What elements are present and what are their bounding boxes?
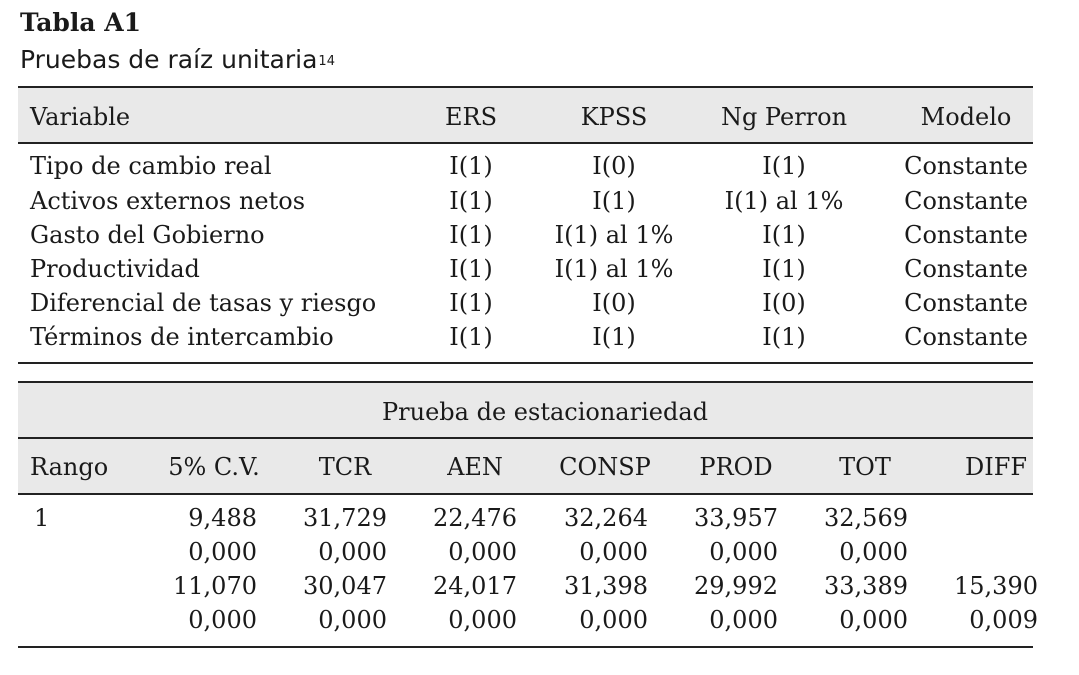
cell-modelo: Constante [904, 187, 1028, 215]
cell-variable: Productividad [30, 255, 200, 283]
cell-5pct-cv: 9,488 [188, 504, 257, 532]
rule-top [18, 86, 1033, 88]
cell-ers: I(1) [449, 289, 493, 317]
cell-prod: 29,992 [694, 572, 778, 600]
cell-kpss: I(1) [592, 187, 636, 215]
table1-header-panel [18, 88, 1033, 142]
cell-consp: 0,000 [579, 538, 648, 566]
table-subtitle: Pruebas de raíz unitaria14 [20, 44, 335, 76]
header-aen: AEN [447, 453, 503, 481]
cell-consp: 0,000 [579, 606, 648, 634]
header-variable: Variable [30, 103, 131, 131]
cell-diff: 15,390 [954, 572, 1038, 600]
header-ng-perron: Ng Perron [720, 103, 848, 131]
cell-5pct-cv: 0,000 [188, 538, 257, 566]
cell-variable: Términos de intercambio [30, 323, 334, 351]
cell-ng-perron: I(1) [762, 255, 806, 283]
cell-ers: I(1) [449, 187, 493, 215]
table-title: Tabla A1 [20, 8, 142, 37]
cell-ng-perron: I(0) [762, 289, 806, 317]
table2-header-panel [18, 439, 1033, 493]
rule-table2-top [18, 381, 1033, 383]
cell-aen: 24,017 [433, 572, 517, 600]
cell-kpss: I(1) [592, 323, 636, 351]
cell-diff: 0,009 [969, 606, 1038, 634]
stationarity-title: Prueba de estacionariedad [382, 398, 708, 426]
cell-variable: Gasto del Gobierno [30, 221, 265, 249]
cell-ng-perron: I(1) [762, 323, 806, 351]
cell-ng-perron: I(1) [762, 152, 806, 180]
cell-variable: Activos externos netos [30, 187, 306, 215]
header-tot: TOT [839, 453, 891, 481]
cell-tcr: 31,729 [303, 504, 387, 532]
cell-kpss: I(1) al 1% [554, 221, 674, 249]
header-prod: PROD [699, 453, 773, 481]
header-rango: Rango [30, 453, 109, 481]
rule-table2-header-bottom [18, 493, 1033, 495]
cell-ng-perron: I(1) al 1% [724, 187, 844, 215]
header-kpss: KPSS [580, 103, 648, 131]
rule-table1-bottom [18, 362, 1033, 364]
cell-ers: I(1) [449, 255, 493, 283]
cell-ers: I(1) [449, 152, 493, 180]
rule-header-bottom [18, 142, 1033, 144]
cell-modelo: Constante [904, 289, 1028, 317]
cell-rango: 1 [34, 504, 50, 532]
cell-modelo: Constante [904, 255, 1028, 283]
cell-tot: 32,569 [824, 504, 908, 532]
cell-kpss: I(1) al 1% [554, 255, 674, 283]
cell-aen: 0,000 [448, 538, 517, 566]
cell-aen: 22,476 [433, 504, 517, 532]
cell-tot: 0,000 [839, 538, 908, 566]
cell-prod: 33,957 [694, 504, 778, 532]
cell-modelo: Constante [904, 221, 1028, 249]
header-diff: DIFF [964, 453, 1028, 481]
cell-modelo: Constante [904, 152, 1028, 180]
table2-title-panel [18, 383, 1033, 437]
cell-consp: 31,398 [564, 572, 648, 600]
header-ers: ERS [444, 103, 498, 131]
cell-tot: 33,389 [824, 572, 908, 600]
footnote-marker: 14 [318, 54, 335, 69]
cell-ers: I(1) [449, 323, 493, 351]
cell-variable: Tipo de cambio real [30, 152, 272, 180]
cell-tcr: 0,000 [318, 606, 387, 634]
cell-tcr: 0,000 [318, 538, 387, 566]
cell-tcr: 30,047 [303, 572, 387, 600]
header-tcr: TCR [318, 453, 372, 481]
cell-ers: I(1) [449, 221, 493, 249]
subtitle-text: Pruebas de raíz unitaria [20, 45, 318, 74]
cell-prod: 0,000 [709, 538, 778, 566]
cell-aen: 0,000 [448, 606, 517, 634]
header-consp: CONSP [559, 453, 651, 481]
cell-tot: 0,000 [839, 606, 908, 634]
cell-variable: Diferencial de tasas y riesgo [30, 289, 377, 317]
cell-prod: 0,000 [709, 606, 778, 634]
cell-kpss: I(0) [592, 289, 636, 317]
cell-5pct-cv: 0,000 [188, 606, 257, 634]
cell-modelo: Constante [904, 323, 1028, 351]
header-5pct-cv: 5% C.V. [168, 453, 260, 481]
cell-kpss: I(0) [592, 152, 636, 180]
rule-table2-bottom [18, 646, 1033, 648]
cell-consp: 32,264 [564, 504, 648, 532]
header-modelo: Modelo [920, 103, 1012, 131]
cell-5pct-cv: 11,070 [173, 572, 257, 600]
rule-table2-title-bottom [18, 437, 1033, 439]
cell-ng-perron: I(1) [762, 221, 806, 249]
